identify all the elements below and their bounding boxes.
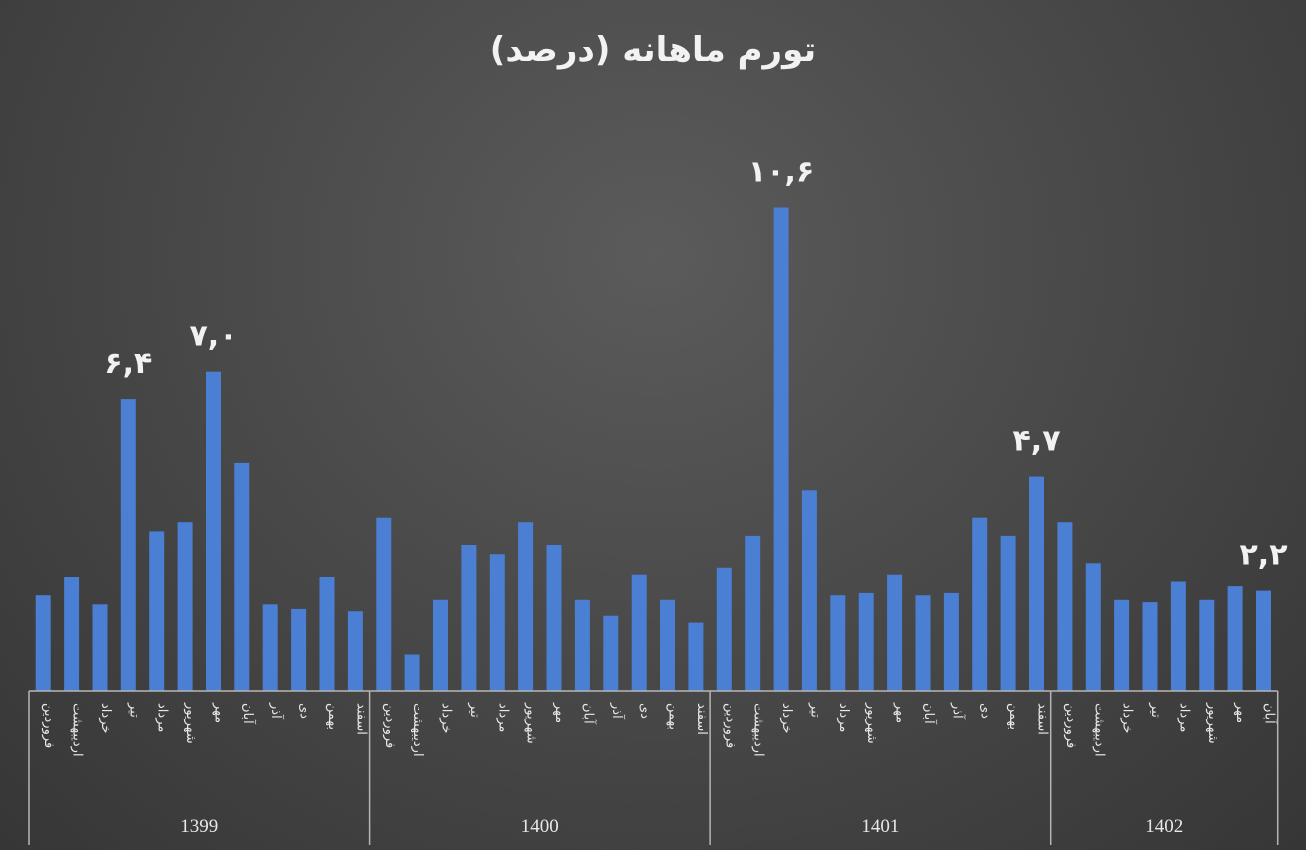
bar: [120, 399, 136, 691]
bar: [915, 595, 931, 691]
bar: [262, 604, 278, 691]
bar: [745, 535, 761, 691]
bar: [1114, 599, 1130, 691]
bar: [631, 574, 647, 691]
month-tick-label: خرداد: [439, 703, 454, 733]
bar: [1199, 599, 1215, 691]
month-tick-label: آذر: [609, 702, 626, 720]
data-label: ۷,۰: [189, 319, 237, 354]
bar: [461, 545, 477, 691]
month-tick-label: آذر: [949, 702, 966, 720]
bar: [64, 577, 80, 691]
bar: [1057, 522, 1073, 691]
bar: [376, 517, 392, 691]
bar: [801, 490, 817, 691]
month-tick-label: مهر: [893, 702, 908, 723]
month-tick-label: آبان: [580, 703, 597, 725]
year-label: 1401: [861, 816, 899, 837]
month-tick-label: شهریور: [524, 702, 539, 744]
month-tick-label: آذر: [268, 702, 285, 720]
month-tick-label: اردیبهشت: [1091, 703, 1106, 757]
year-label: 1402: [1145, 816, 1183, 837]
month-tick-label: بهمن: [666, 703, 681, 730]
month-tick-label: خرداد: [1120, 703, 1135, 733]
month-tick-label: اردیبهشت: [410, 703, 425, 757]
month-tick-label: مرداد: [495, 703, 510, 732]
bar: [858, 592, 874, 691]
data-label: ۶,۴: [104, 346, 152, 381]
month-tick-label: دی: [297, 703, 312, 719]
month-tick-label: اسفند: [1035, 703, 1050, 735]
month-tick-label: تیر: [1148, 702, 1163, 718]
month-tick-label: مرداد: [836, 703, 851, 732]
month-tick-label: شهریور: [1205, 702, 1220, 744]
month-tick-label: مهر: [212, 702, 227, 723]
bar: [291, 608, 307, 691]
bar: [1029, 476, 1044, 691]
bar: [177, 522, 193, 691]
month-tick-label: آبان: [240, 703, 257, 725]
month-tick-label: دی: [978, 703, 993, 719]
bar: [347, 611, 363, 691]
month-tick-label: تیر: [467, 702, 482, 718]
bar: [1256, 590, 1271, 691]
bar: [688, 622, 704, 691]
data-label: ۲,۲: [1239, 538, 1287, 573]
month-tick-label: فروردین: [1063, 703, 1078, 748]
month-tick-label: فروردین: [382, 703, 397, 748]
month-tick-label: شهریور: [864, 702, 879, 744]
bar: [92, 604, 108, 691]
bar: [206, 371, 221, 691]
month-tick-label: فروردین: [41, 703, 56, 748]
month-tick-label: اسفند: [694, 703, 709, 735]
bar: [404, 654, 420, 691]
month-tick-label: تیر: [126, 702, 141, 718]
month-tick-label: اردیبهشت: [70, 703, 85, 757]
bar: [234, 462, 250, 691]
bar: [1085, 563, 1101, 691]
month-tick-label: مرداد: [1176, 703, 1191, 732]
bar: [1142, 602, 1158, 691]
data-label: ۱۰,۶: [748, 155, 814, 190]
month-tick-label: خرداد: [779, 703, 794, 733]
month-tick-label: مرداد: [155, 703, 170, 732]
year-label: 1400: [521, 816, 559, 837]
bar: [1000, 535, 1016, 691]
bar: [972, 517, 988, 691]
bar: [149, 531, 165, 691]
month-tick-label: آبان: [921, 703, 938, 725]
bar: [773, 207, 789, 691]
month-tick-label: خرداد: [98, 703, 113, 733]
bar: [1170, 581, 1186, 691]
bar: [35, 595, 51, 691]
bar: [603, 615, 619, 691]
bar: [518, 522, 534, 691]
bar: [1227, 586, 1243, 691]
bar: [574, 599, 590, 691]
bar: [660, 599, 675, 691]
month-tick-label: بهمن: [325, 703, 340, 730]
bar: [943, 592, 959, 691]
chart-title: تورم ماهانه (درصد): [489, 30, 817, 70]
month-tick-label: مهر: [552, 702, 567, 723]
month-tick-label: اسفند: [353, 703, 368, 735]
bar: [319, 577, 335, 691]
month-tick-label: دی: [637, 703, 652, 719]
month-tick-label: تیر: [807, 702, 822, 718]
month-tick-label: آبان: [1262, 703, 1279, 725]
bar: [433, 599, 448, 691]
bar: [887, 574, 903, 691]
month-tick-label: بهمن: [1006, 703, 1021, 730]
bar: [546, 545, 562, 691]
month-tick-label: اردیبهشت: [751, 703, 766, 757]
year-label: 1399: [180, 816, 218, 837]
bar: [716, 567, 732, 691]
month-tick-label: مهر: [1233, 702, 1248, 723]
data-label: ۴,۷: [1012, 424, 1060, 459]
bar: [830, 595, 846, 691]
bar: [489, 554, 505, 691]
month-tick-label: شهریور: [183, 702, 198, 744]
month-tick-label: فروردین: [722, 703, 737, 748]
